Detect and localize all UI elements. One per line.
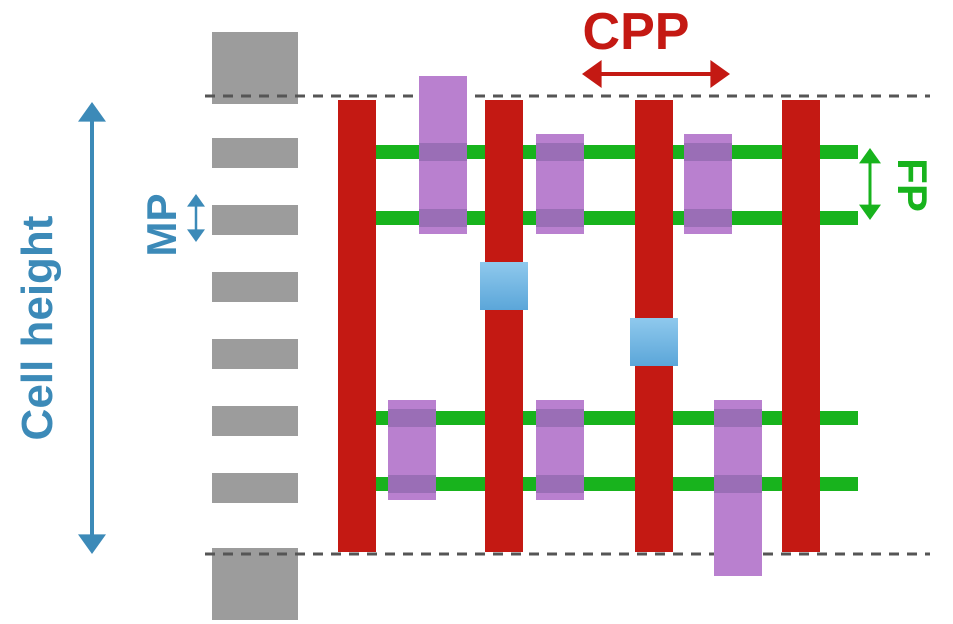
- contact-overlap: [714, 409, 762, 427]
- gate-bar: [338, 100, 376, 552]
- label-mp: MP: [138, 194, 186, 257]
- gate-bar: [485, 100, 523, 552]
- contact-overlap: [714, 475, 762, 493]
- contact-overlap: [388, 409, 436, 427]
- contact-overlap: [536, 143, 584, 161]
- gate-cut: [480, 262, 528, 310]
- contact-overlap: [536, 475, 584, 493]
- contact-overlap: [388, 475, 436, 493]
- diagram-canvas: [0, 0, 953, 624]
- metal-small: [212, 272, 298, 302]
- metal-stack: [212, 32, 298, 620]
- metal-small: [212, 205, 298, 235]
- contact-overlap: [536, 209, 584, 227]
- contact-overlap: [684, 209, 732, 227]
- contact-overlap: [536, 409, 584, 427]
- metal-large-bottom: [212, 548, 298, 620]
- contact-overlap: [419, 209, 467, 227]
- contact-overlap: [684, 143, 732, 161]
- label-fp: FP: [888, 158, 936, 212]
- contact-overlap: [419, 143, 467, 161]
- contacts: [388, 76, 762, 576]
- metal-small: [212, 339, 298, 369]
- metal-small: [212, 406, 298, 436]
- label-cpp: CPP: [583, 2, 690, 62]
- metal-small: [212, 138, 298, 168]
- gate-bar: [782, 100, 820, 552]
- metal-small: [212, 473, 298, 503]
- label-cell-height: Cell height: [13, 216, 63, 441]
- gate-cut: [630, 318, 678, 366]
- metal-large-top: [212, 32, 298, 104]
